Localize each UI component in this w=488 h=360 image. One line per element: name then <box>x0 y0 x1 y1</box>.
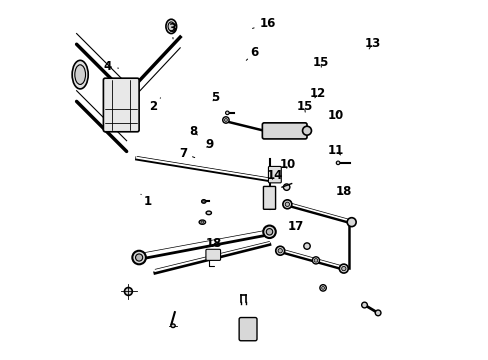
Ellipse shape <box>222 117 229 123</box>
Ellipse shape <box>319 285 325 291</box>
Ellipse shape <box>205 211 211 215</box>
Ellipse shape <box>275 246 284 255</box>
Ellipse shape <box>199 220 205 224</box>
Text: 8: 8 <box>188 125 197 138</box>
Ellipse shape <box>313 258 317 262</box>
Ellipse shape <box>124 288 132 296</box>
FancyBboxPatch shape <box>263 186 275 209</box>
Text: 18: 18 <box>335 185 351 198</box>
Ellipse shape <box>132 251 145 264</box>
Ellipse shape <box>203 201 204 202</box>
Ellipse shape <box>278 249 282 253</box>
Text: 9: 9 <box>205 138 213 151</box>
Text: 15: 15 <box>296 100 312 113</box>
Text: 16: 16 <box>252 17 275 30</box>
Ellipse shape <box>374 310 380 316</box>
Ellipse shape <box>165 19 176 33</box>
Ellipse shape <box>283 200 291 209</box>
Text: 13: 13 <box>364 37 380 50</box>
Ellipse shape <box>75 65 85 85</box>
Ellipse shape <box>302 126 311 135</box>
Text: 1: 1 <box>141 194 152 208</box>
Ellipse shape <box>225 111 229 114</box>
Text: 15: 15 <box>312 56 329 69</box>
Text: 10: 10 <box>327 109 343 122</box>
Ellipse shape <box>263 226 275 238</box>
Text: 18: 18 <box>205 237 222 250</box>
Text: 2: 2 <box>149 98 160 113</box>
Text: 12: 12 <box>309 87 325 100</box>
Ellipse shape <box>266 229 272 235</box>
Text: 4: 4 <box>104 60 118 73</box>
Ellipse shape <box>224 118 227 121</box>
Ellipse shape <box>135 254 142 261</box>
Ellipse shape <box>341 266 345 271</box>
Text: 6: 6 <box>246 46 258 60</box>
Text: 5: 5 <box>211 91 219 104</box>
Text: 11: 11 <box>327 144 343 157</box>
Ellipse shape <box>72 60 88 89</box>
Ellipse shape <box>201 221 203 223</box>
Ellipse shape <box>303 243 309 249</box>
Ellipse shape <box>168 22 174 31</box>
Ellipse shape <box>339 264 347 273</box>
Text: 7: 7 <box>179 147 194 160</box>
Text: 3: 3 <box>167 22 176 39</box>
Ellipse shape <box>361 302 366 308</box>
FancyBboxPatch shape <box>103 78 139 132</box>
FancyBboxPatch shape <box>205 249 220 260</box>
Text: 10: 10 <box>279 158 295 171</box>
FancyBboxPatch shape <box>268 166 281 183</box>
FancyBboxPatch shape <box>262 123 306 139</box>
Ellipse shape <box>171 324 175 328</box>
FancyBboxPatch shape <box>239 318 257 341</box>
Ellipse shape <box>336 161 339 165</box>
Ellipse shape <box>285 202 289 206</box>
Ellipse shape <box>283 184 289 190</box>
Ellipse shape <box>346 218 355 226</box>
Text: 17: 17 <box>287 220 304 233</box>
Ellipse shape <box>201 200 205 203</box>
Ellipse shape <box>312 257 319 264</box>
Ellipse shape <box>321 287 324 289</box>
Text: 14: 14 <box>266 169 283 182</box>
